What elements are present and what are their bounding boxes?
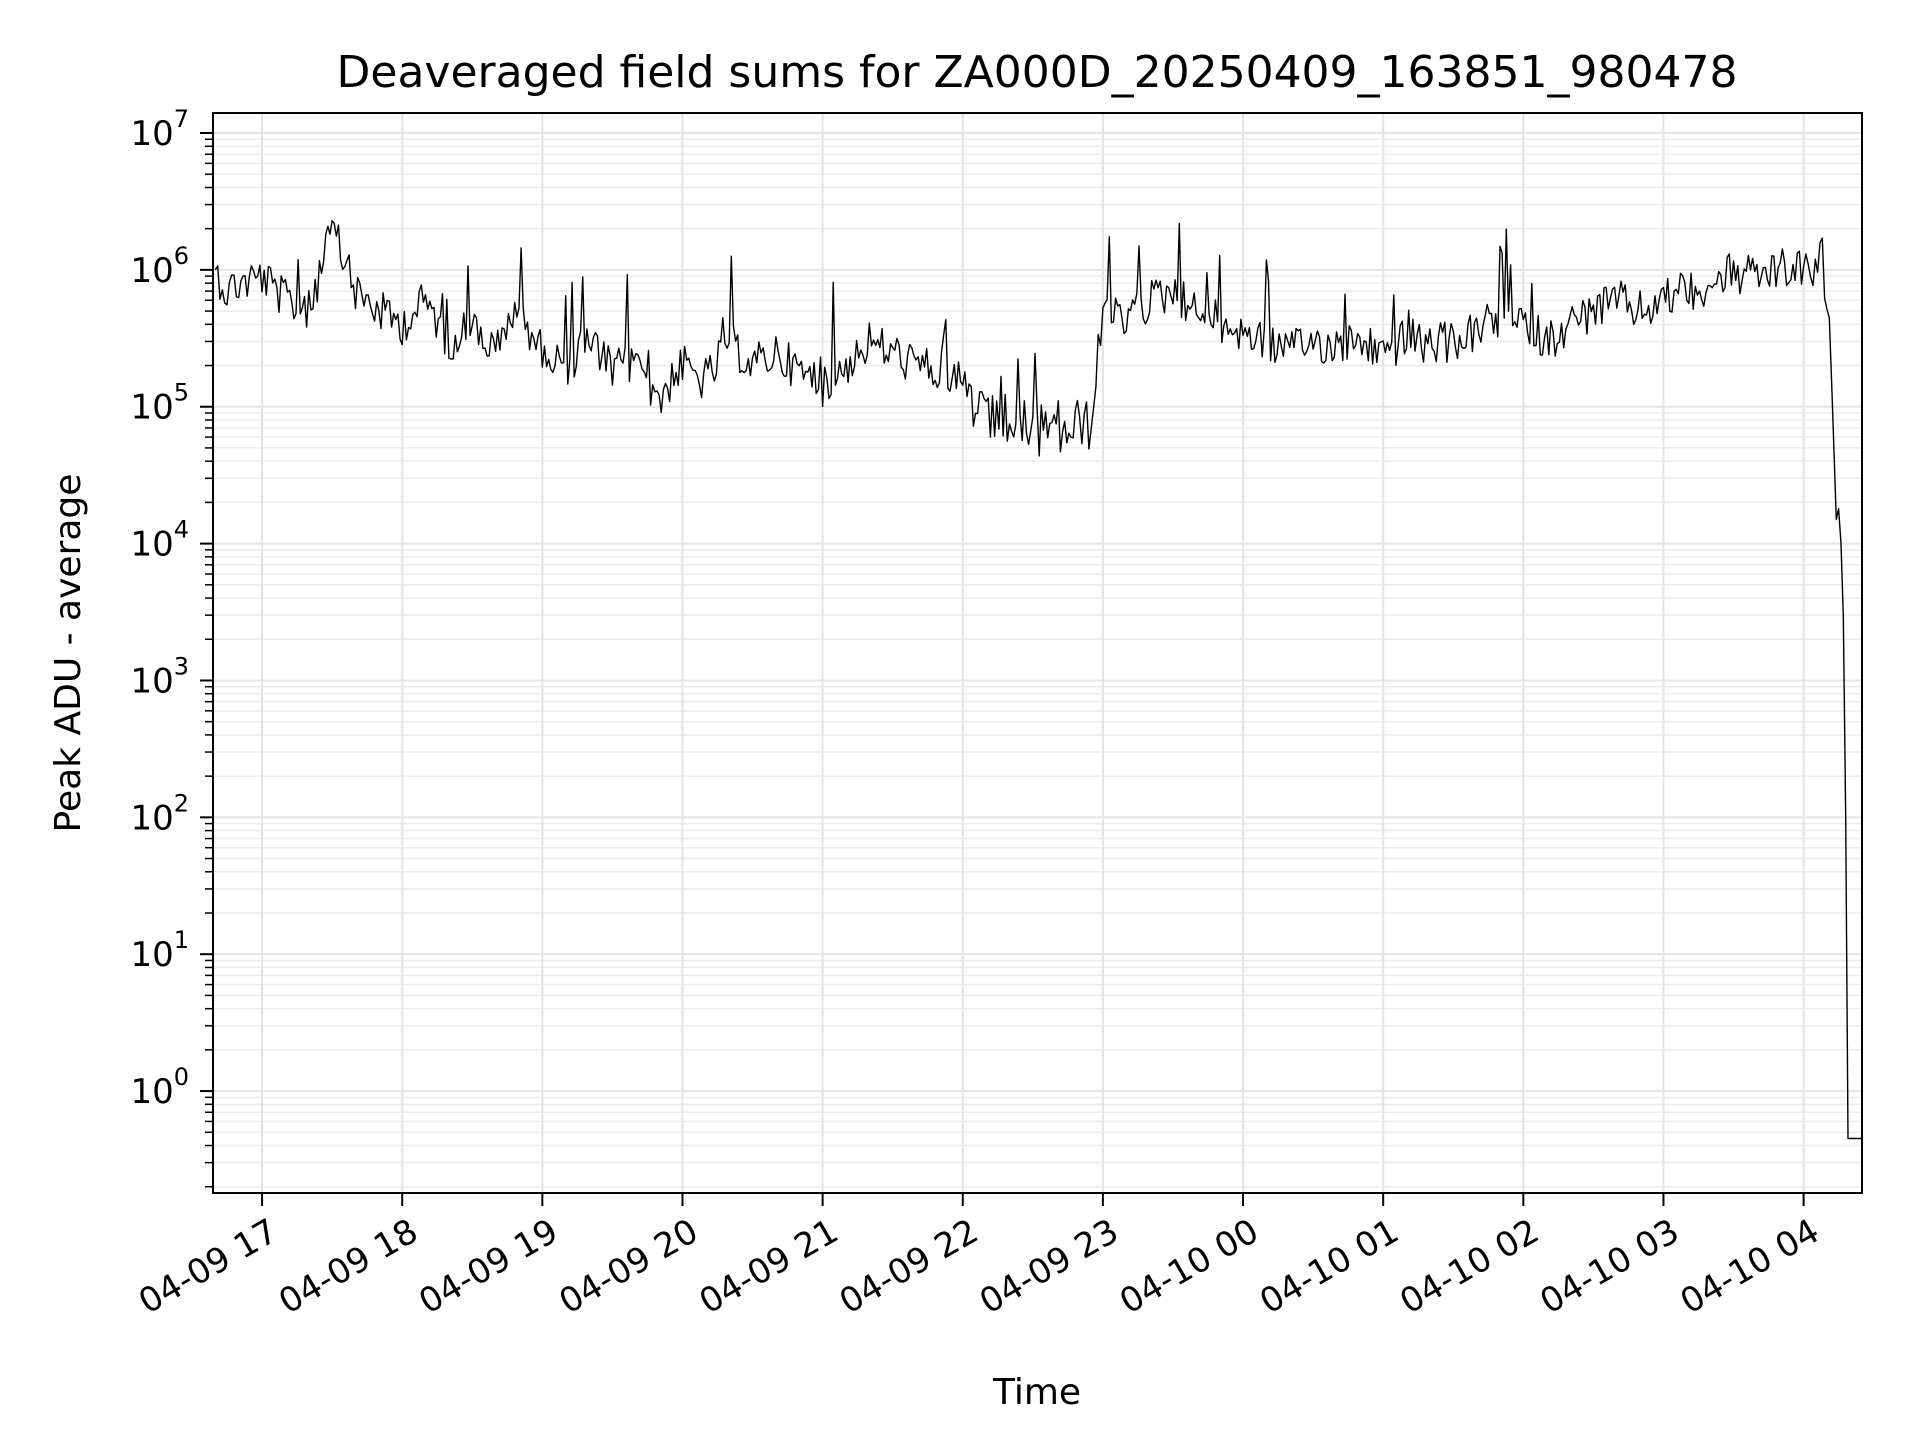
y-tick-label: 101 <box>130 926 189 975</box>
chart-title: Deaveraged field sums for ZA000D_2025040… <box>337 47 1738 98</box>
grid-minor-lines <box>213 138 1862 1188</box>
y-tick-base: 10 <box>130 525 173 565</box>
y-tick-base: 10 <box>130 388 173 428</box>
y-tick-exponent: 1 <box>174 926 189 954</box>
y-tick-base: 10 <box>130 798 173 838</box>
y-axis-label: Peak ADU - average <box>48 474 89 833</box>
y-tick-exponent: 4 <box>174 516 189 544</box>
x-tick-label: 04-10 03 <box>1534 1211 1686 1322</box>
x-tick-label: 04-09 21 <box>693 1211 845 1322</box>
x-tick-label: 04-09 19 <box>412 1211 564 1322</box>
series-line <box>214 220 1862 1140</box>
x-tick-label: 04-09 22 <box>833 1211 985 1322</box>
x-tick-label: 04-10 04 <box>1674 1211 1826 1322</box>
grid-major-lines <box>213 113 1862 1193</box>
y-tick-exponent: 6 <box>174 242 189 270</box>
x-tick-label: 04-10 00 <box>1113 1211 1265 1322</box>
y-tick-base: 10 <box>130 661 173 701</box>
y-tick-exponent: 7 <box>174 105 189 133</box>
y-tick-base: 10 <box>130 251 173 291</box>
x-tick-label: 04-09 20 <box>553 1211 705 1322</box>
x-tick-label: 04-09 23 <box>973 1211 1125 1322</box>
x-tick-label: 04-09 18 <box>272 1211 424 1322</box>
y-tick-label: 103 <box>130 652 189 701</box>
x-tick-label: 04-09 17 <box>132 1211 284 1322</box>
y-tick-exponent: 0 <box>174 1063 189 1091</box>
y-tick-label: 107 <box>130 105 189 154</box>
y-tick-base: 10 <box>130 1072 173 1112</box>
plot-frame <box>212 112 1863 1194</box>
x-axis-label: Time <box>992 1372 1081 1413</box>
x-tick-label: 04-10 02 <box>1393 1211 1545 1322</box>
y-tick-base: 10 <box>130 114 173 154</box>
y-tick-exponent: 3 <box>174 652 189 680</box>
series-layer <box>214 220 1862 1140</box>
y-tick-label: 105 <box>130 379 189 428</box>
y-tick-exponent: 5 <box>174 379 189 407</box>
y-tick-base: 10 <box>130 935 173 975</box>
y-tick-label: 102 <box>130 789 189 838</box>
y-tick-label: 106 <box>130 242 189 291</box>
y-tick-label: 104 <box>130 516 189 565</box>
y-tick-label: 100 <box>130 1063 189 1112</box>
plot-background <box>213 113 1862 1193</box>
x-tick-label: 04-10 01 <box>1253 1211 1405 1322</box>
y-tick-exponent: 2 <box>174 789 189 817</box>
